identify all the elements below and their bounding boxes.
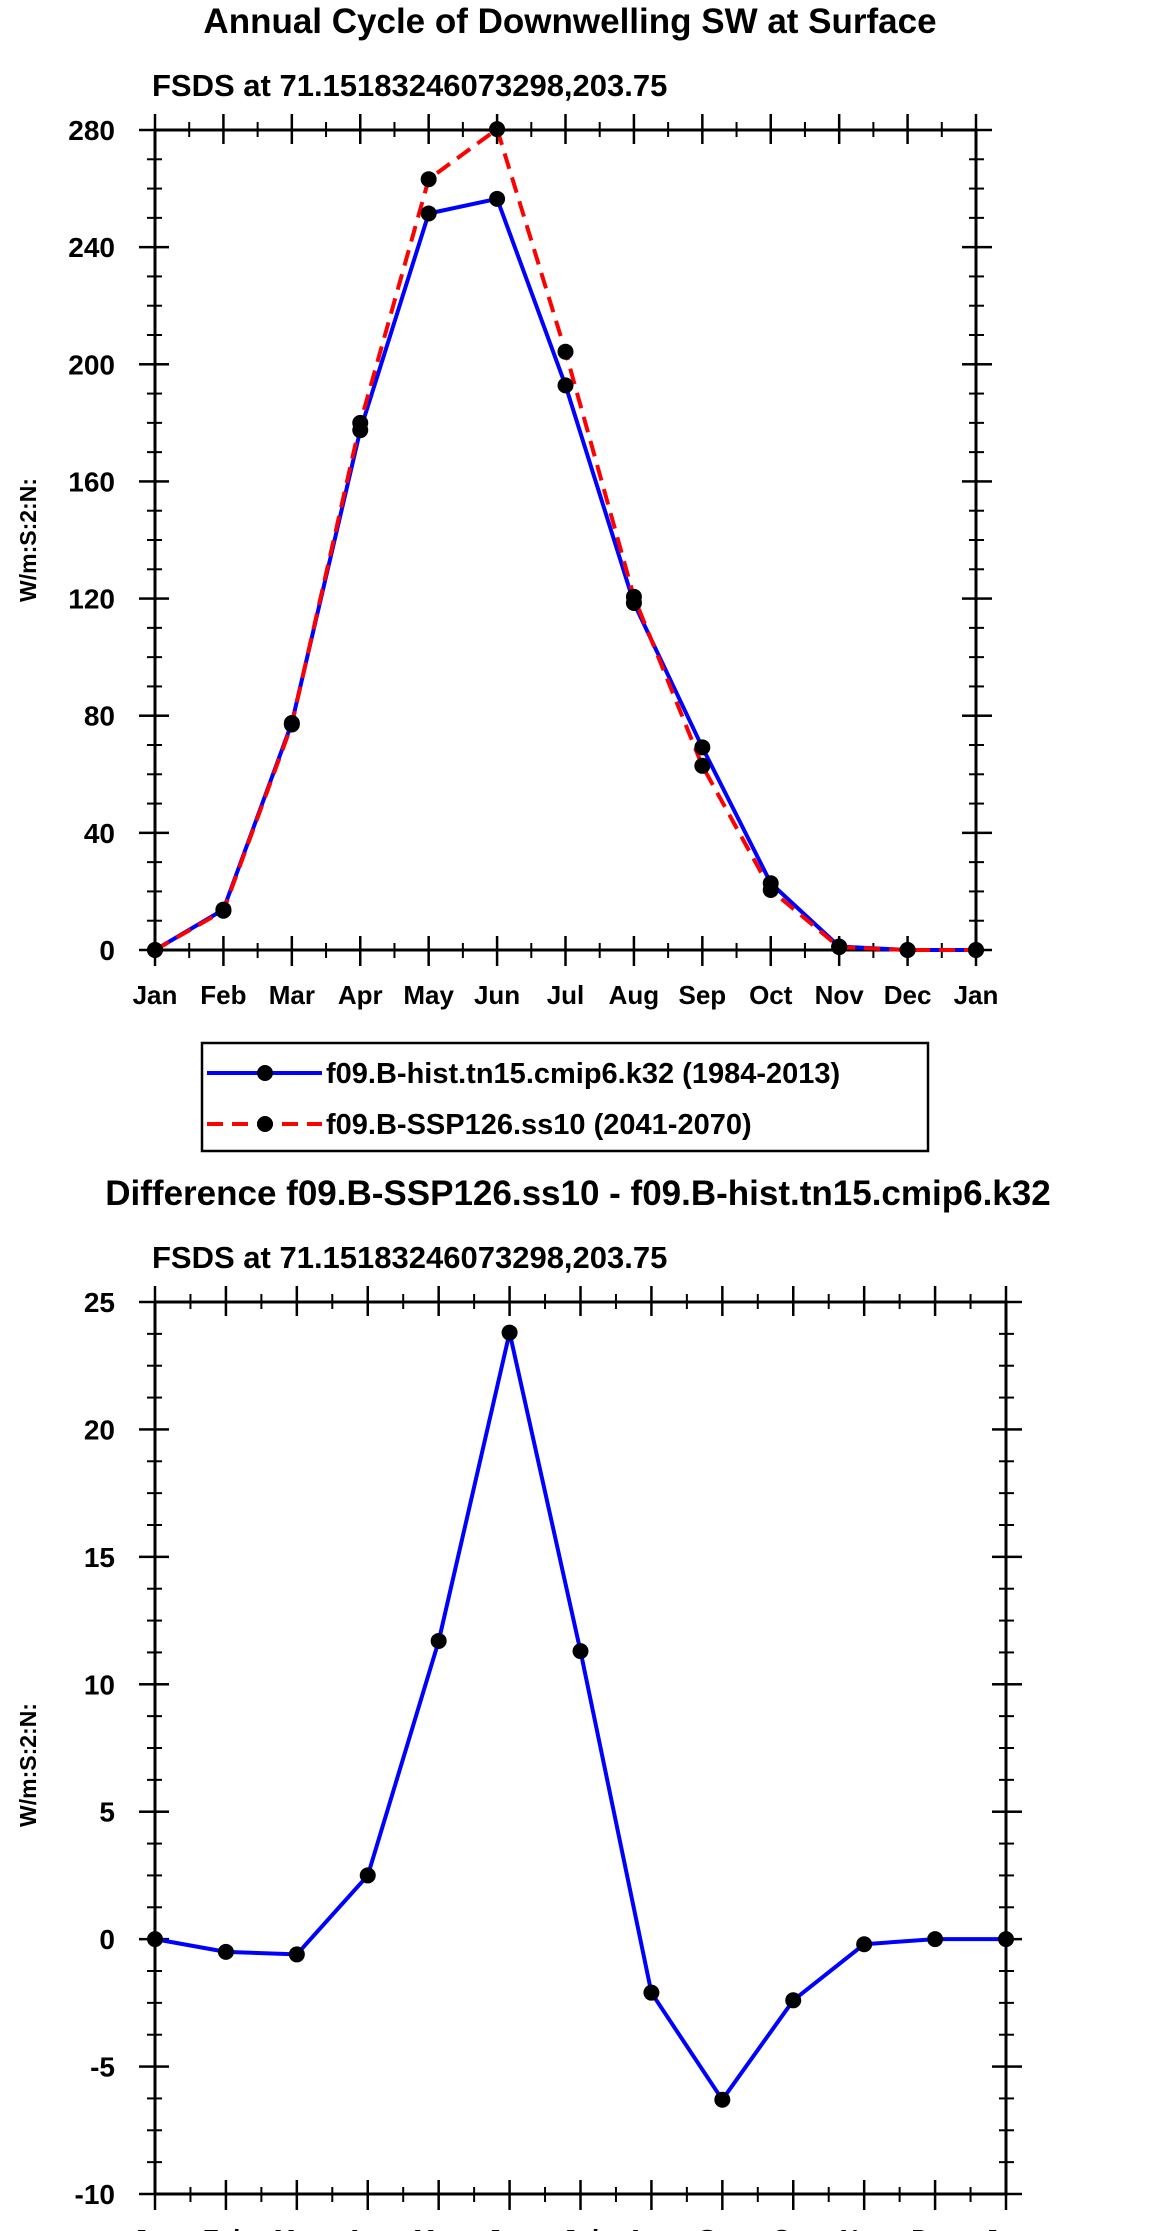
chart2-ytick-label: 5 xyxy=(99,1797,115,1828)
chart1-series-2-point xyxy=(625,588,642,605)
chart2-ytick-label: -5 xyxy=(90,2052,115,2083)
chart2-xtick-label: Jan xyxy=(133,2224,178,2231)
chart2-series-1-point xyxy=(147,1931,163,1948)
chart1-xtick-label: Jan xyxy=(954,980,999,1010)
chart2-xtick-label: Dec xyxy=(911,2224,959,2231)
chart1-ytick-label: 120 xyxy=(68,584,115,615)
chart2-subtitle: FSDS at 71.15183246073298,203.75 xyxy=(152,1240,667,1275)
chart1-xtick-label: Dec xyxy=(884,980,932,1010)
chart2-series-1-line xyxy=(154,1330,1006,2102)
chart1-series-2-point xyxy=(557,343,574,360)
chart1-ytick-label: 240 xyxy=(68,232,115,263)
chart1-series-2-point xyxy=(762,881,779,898)
chart1-xtick-label: Jul xyxy=(547,980,585,1010)
chart1-ytick-label: 160 xyxy=(68,466,115,497)
chart2-series-1-point xyxy=(288,1946,305,1963)
chart2-series-1-point xyxy=(927,1931,944,1948)
chart1-series-2-point xyxy=(968,942,984,958)
chart1-ylabel: W/m:S:2:N: xyxy=(15,478,41,602)
chart1-ytick-label: 200 xyxy=(68,349,115,380)
chart1-series-1-point xyxy=(489,190,506,207)
chart2-ytick-label: 20 xyxy=(84,1414,115,1445)
chart2-xtick-label: Apr xyxy=(345,2224,390,2231)
chart1-series-2-point xyxy=(147,942,163,958)
legend-hist-marker xyxy=(257,1065,273,1081)
chart2-series-1-point xyxy=(998,1931,1014,1948)
chart1-plot: Jan Feb Mar Apr May Jun Jul Aug Sep Oct Nov Dec Jan 0… xyxy=(68,114,998,1010)
chart2-xtick-label: Mar xyxy=(274,2224,320,2231)
chart1-frame xyxy=(153,128,978,952)
chart1-series-2-point xyxy=(283,716,300,733)
legend: f09.B-hist.tn15.cmip6.k32 (1984-2013) f0… xyxy=(200,1041,930,1153)
legend-ssp-marker xyxy=(257,1116,273,1132)
chart1-series-1-point xyxy=(420,205,437,222)
chart2-xtick-label: Jan xyxy=(984,2224,1029,2231)
chart1-series-1-point xyxy=(694,739,711,756)
chart2-series-1-point xyxy=(359,1867,376,1884)
chart1-xtick-label: Apr xyxy=(338,980,383,1010)
chart2-series-1-point xyxy=(217,1943,234,1960)
chart2-ytick-label: 0 xyxy=(99,1924,115,1955)
legend-box xyxy=(200,1041,930,1153)
chart2-xtick-label: May xyxy=(413,2224,464,2231)
chart1-series-2-point xyxy=(831,939,848,956)
chart2-xtick-label: Nov xyxy=(840,2224,890,2231)
chart1-xtick-label: May xyxy=(403,980,454,1010)
chart2-series-1-point xyxy=(643,1984,660,2001)
chart1-series-2-point xyxy=(215,902,232,919)
chart1-xtick-label: Oct xyxy=(749,980,793,1010)
chart2-plot: Jan Feb Mar Apr May Jun Jul Aug Sep Oct Nov Dec Jan -… xyxy=(75,1286,1029,2231)
chart2-xtick-label: Oct xyxy=(772,2224,816,2231)
chart2-series-1-point xyxy=(785,1992,802,2009)
chart1-title: Annual Cycle of Downwelling SW at Surfac… xyxy=(203,2,936,41)
chart2-ylabel: W/m:S:2:N: xyxy=(15,1703,41,1827)
chart1-series-2-point xyxy=(352,414,369,431)
chart1-xtick-label: Aug xyxy=(609,980,660,1010)
chart2-ytick-label: 10 xyxy=(84,1669,115,1700)
chart1-xtick-label: Nov xyxy=(815,980,865,1010)
chart1-series-1-point xyxy=(557,377,574,394)
chart1-subtitle: FSDS at 71.15183246073298,203.75 xyxy=(152,68,667,103)
chart1-ytick-label: 40 xyxy=(84,818,115,849)
legend-ssp-label: f09.B-SSP126.ss10 (2041-2070) xyxy=(326,1109,752,1141)
chart2-xtick-label: Jul xyxy=(562,2224,600,2231)
chart2-series-1-point xyxy=(501,1324,518,1341)
chart2-ytick-label: -10 xyxy=(75,2179,115,2210)
chart1-xtick-label: Jun xyxy=(474,980,520,1010)
chart2-series-1-point xyxy=(714,2091,731,2108)
chart2-title: Difference f09.B-SSP126.ss10 - f09.B-his… xyxy=(105,1174,1050,1213)
chart2-frame xyxy=(153,1300,1008,2196)
chart2-xtick-label: Jun xyxy=(486,2224,532,2231)
chart1-ytick-label: 0 xyxy=(99,935,115,966)
chart1-series-2-point xyxy=(420,171,437,188)
chart2-ytick-label: 15 xyxy=(84,1542,115,1573)
chart2-xtick-label: Aug xyxy=(626,2224,677,2231)
chart2-ytick-label: 25 xyxy=(84,1287,115,1318)
legend-hist-label: f09.B-hist.tn15.cmip6.k32 (1984-2013) xyxy=(326,1058,840,1090)
chart1-ytick-label: 280 xyxy=(68,115,115,146)
chart2-series-1-point xyxy=(856,1936,873,1953)
chart1-series-2-point xyxy=(899,942,916,958)
chart2-xtick-label: Sep xyxy=(698,2224,746,2231)
chart1-xtick-label: Sep xyxy=(678,980,726,1010)
chart1-xtick-label: Mar xyxy=(269,980,315,1010)
chart1-series-2-point xyxy=(694,757,711,774)
chart2-series-1-point xyxy=(572,1643,589,1660)
chart2-xtick-label: Feb xyxy=(203,2224,249,2231)
chart1-series-1-line xyxy=(153,196,976,952)
chart1-xtick-label: Feb xyxy=(200,980,246,1010)
chart1-xtick-label: Jan xyxy=(133,980,178,1010)
chart1-series-2-point xyxy=(489,121,506,138)
chart2-series-1-point xyxy=(430,1632,447,1649)
chart1-series-2-line xyxy=(154,127,976,952)
chart1-ytick-label: 80 xyxy=(84,701,115,732)
